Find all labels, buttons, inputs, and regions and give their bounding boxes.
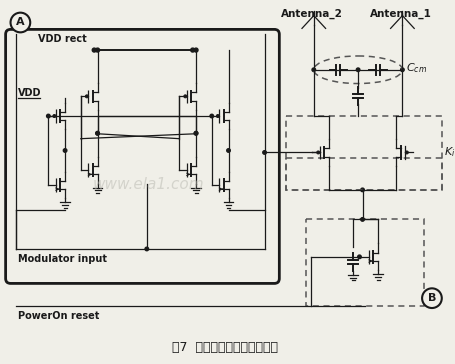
Circle shape [63,149,67,152]
Bar [286,116,441,190]
Text: A: A [16,17,25,28]
Text: VDD rect: VDD rect [38,34,86,44]
Circle shape [404,151,407,154]
Circle shape [262,151,266,154]
Text: 图7  阻抗匹配及调制反射电路: 图7 阻抗匹配及调制反射电路 [172,341,278,354]
Circle shape [53,115,56,118]
Text: B: B [427,293,435,303]
Circle shape [96,48,99,52]
Circle shape [316,151,319,154]
Circle shape [311,68,315,72]
Circle shape [360,218,364,221]
Circle shape [400,68,403,72]
Circle shape [183,95,187,98]
Circle shape [226,149,230,152]
Circle shape [145,247,148,251]
Circle shape [355,68,359,72]
Bar [286,158,441,190]
Text: VDD: VDD [18,88,42,98]
Circle shape [46,114,50,118]
Circle shape [194,48,197,52]
Circle shape [194,131,197,135]
Text: www.ela1.com: www.ela1.com [92,178,204,193]
Circle shape [216,115,219,118]
Circle shape [360,188,364,192]
Circle shape [210,114,213,118]
Bar [305,219,423,306]
Text: PowerOn reset: PowerOn reset [18,311,100,321]
Circle shape [92,48,96,52]
Text: Antenna_1: Antenna_1 [369,9,431,19]
Circle shape [357,255,360,258]
Circle shape [10,13,30,32]
Circle shape [194,131,197,135]
Text: $K_i$: $K_i$ [443,146,454,159]
Text: Modulator input: Modulator input [18,254,107,264]
Circle shape [96,131,99,135]
Text: Antenna_2: Antenna_2 [281,9,343,19]
Circle shape [85,95,88,98]
Circle shape [190,48,194,52]
Circle shape [96,131,99,135]
Text: $C_{cm}$: $C_{cm}$ [405,61,426,75]
Circle shape [421,288,441,308]
